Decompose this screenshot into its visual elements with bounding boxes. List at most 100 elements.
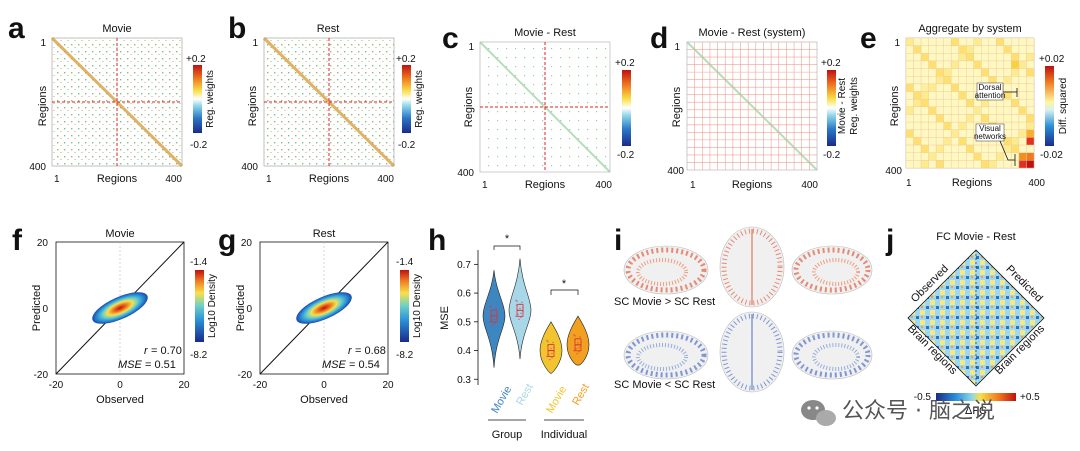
panel-a: a Movie 1 400 1 400 Regions Regions +0.2… [8,12,216,185]
panel-e-cell [1011,121,1020,130]
panel-e-system-cells [905,37,1035,169]
panel-e-cell [996,45,1005,54]
panel-e-cell [973,152,982,161]
panel-e-cell [966,98,974,108]
panel-e-cell [996,160,1005,169]
panel-f-r-value: = 0.70 [151,345,182,357]
panel-e-cell [1003,106,1012,115]
panel-e-cell [988,160,997,169]
panel-e-cb-label: Diff. squared [1058,78,1069,135]
panel-e-annot1-line2: attention [975,91,1006,100]
panel-e-cell [1018,106,1027,115]
panel-b-colorbar [402,65,411,133]
panel-e-cell [958,144,967,153]
brain-bottom-middle [719,311,785,393]
panel-e-cell [913,129,922,138]
panel-e-cell [950,98,959,108]
panel-e-cell [973,114,982,123]
panel-e-cell [928,152,937,161]
watermark: 公众号 · 脑之说 [801,399,995,426]
panel-e-cell [905,160,914,169]
panel-e-cell [1011,37,1020,46]
panel-h-ylabel: MSE [439,306,451,330]
panel-c-letter: c [442,22,459,55]
panel-e-cell [943,98,952,108]
panel-e-cell [1026,106,1035,115]
panel-e-cell [966,37,974,46]
panel-c-ylabel: Regions [463,86,475,127]
panel-d-ylabel: Regions [671,86,683,127]
panel-e-cell [928,45,937,54]
panel-h-cat1: Movie [489,384,514,415]
panel-e-cell [966,121,974,130]
panel-g-cb-max: -1.4 [396,257,414,268]
panel-j-title: FC Movie - Rest [936,231,1015,243]
panel-d-cb-label2: Reg. weights [849,77,860,135]
panel-e-cell [1026,114,1035,123]
panel-e-cell [913,91,922,100]
panel-h-point [551,352,553,355]
panel-e-cell [920,144,929,153]
panel-h-point [580,340,582,343]
panel-e-cell [943,83,952,92]
panel-e-cell [935,129,944,138]
panel-e-cell [920,83,929,92]
panel-e-cell [950,83,959,92]
panel-e-cell [1018,98,1027,108]
panel-e-xlabel: Regions [952,177,993,189]
panel-e-cell [913,152,922,161]
panel-e-annot2-box [975,123,1005,142]
panel-e-cell [973,53,982,62]
panel-e-cell [996,68,1005,77]
panel-e-cell [935,37,944,46]
panel-e-cell [905,129,914,138]
panel-h-violins [482,258,590,374]
panel-e-colorbar [1045,66,1054,146]
panel-h-ytick-label: 0.3 [457,375,471,386]
panel-e-cell [958,91,967,100]
panel-e-cell [1003,60,1012,69]
panel-e-cell [920,137,929,146]
panel-e-cell [935,106,944,115]
panel-f-title: Movie [105,228,134,240]
panel-h-point [549,358,551,361]
panel-e-cell [973,68,982,77]
panel-e-cell [958,114,967,123]
panel-f-xtick-right: 20 [178,380,190,391]
panel-h-point [518,318,520,321]
panel-h-ytick-label: 0.4 [457,346,471,357]
panel-h-point [573,333,575,336]
panel-a-cb-max: +0.2 [186,54,206,65]
panel-h-point [491,319,493,321]
panel-a-cb-label: Reg. weights [205,70,216,128]
panel-g-cb-label: Log10 Density [412,274,423,338]
panel-e-xtick-start: 1 [906,178,912,189]
panel-e-cell [981,144,990,153]
panel-b-xlabel: Regions [309,173,350,185]
panel-h-point [521,301,523,304]
panel-e-cell [973,144,982,153]
panel-e-cell [966,114,974,123]
panel-h-point [519,303,521,306]
panel-e-cell [981,53,990,62]
panel-g-mse-label: MSE [322,359,347,371]
panel-e-cell [913,45,922,54]
panel-a-colorbar [193,65,202,133]
panel-g-ytick-mid: 0 [246,304,252,315]
panel-e-cell [1026,60,1035,69]
panel-e-cell [905,152,914,161]
panel-e-cell [935,144,944,153]
brain-bottom-right [791,330,873,380]
panel-h-point [517,309,519,312]
panel-a-xtick-end: 400 [165,174,182,185]
brain-top-left [623,245,709,295]
panel-e-cell [1003,45,1012,54]
panel-f-density-cloud [92,292,148,324]
panel-e-cell [966,60,974,69]
panel-e-cell [1011,76,1020,85]
panel-h-violin [566,315,590,366]
panel-h: h 0.7 0.6 0.5 0.4 0.3 MSE * * Movie Rest Mov… [428,224,592,441]
panel-e-cell [905,144,914,153]
panel-e-cell [950,137,959,146]
panel-e-cell [1018,68,1027,77]
